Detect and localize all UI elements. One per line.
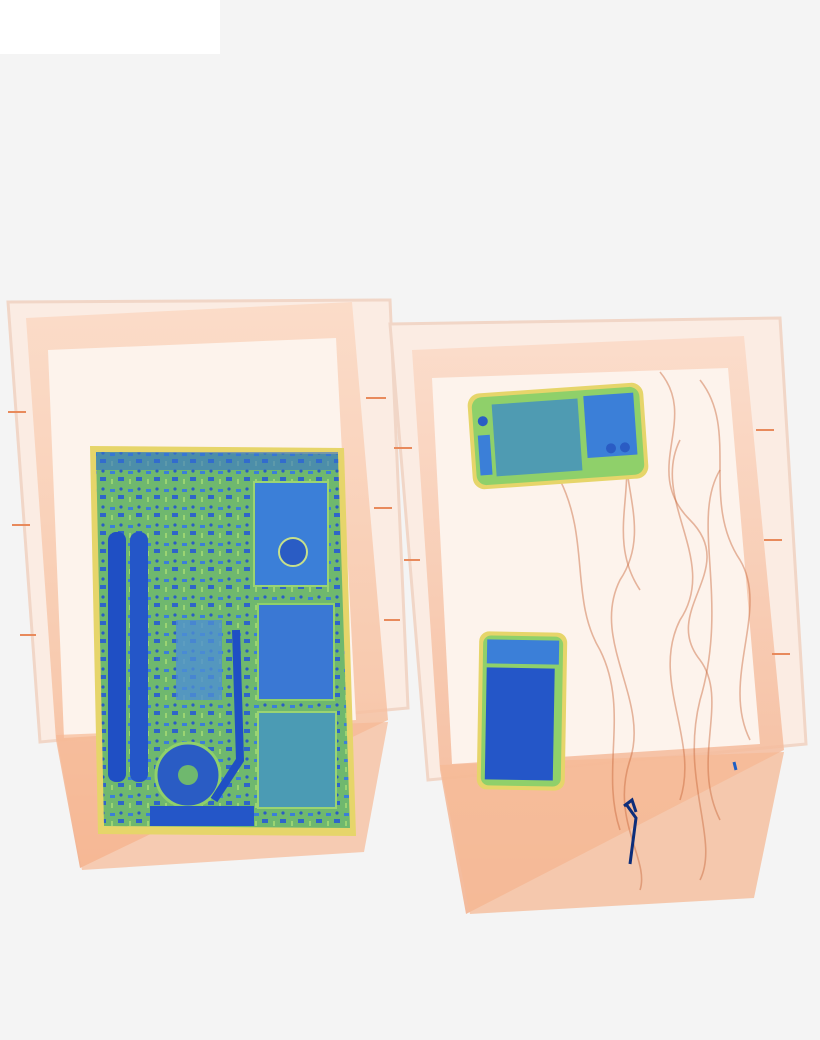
laptop xyxy=(90,446,356,836)
small-metal-fragment xyxy=(734,762,736,770)
smartphone xyxy=(467,382,649,490)
power-bank xyxy=(477,631,568,791)
